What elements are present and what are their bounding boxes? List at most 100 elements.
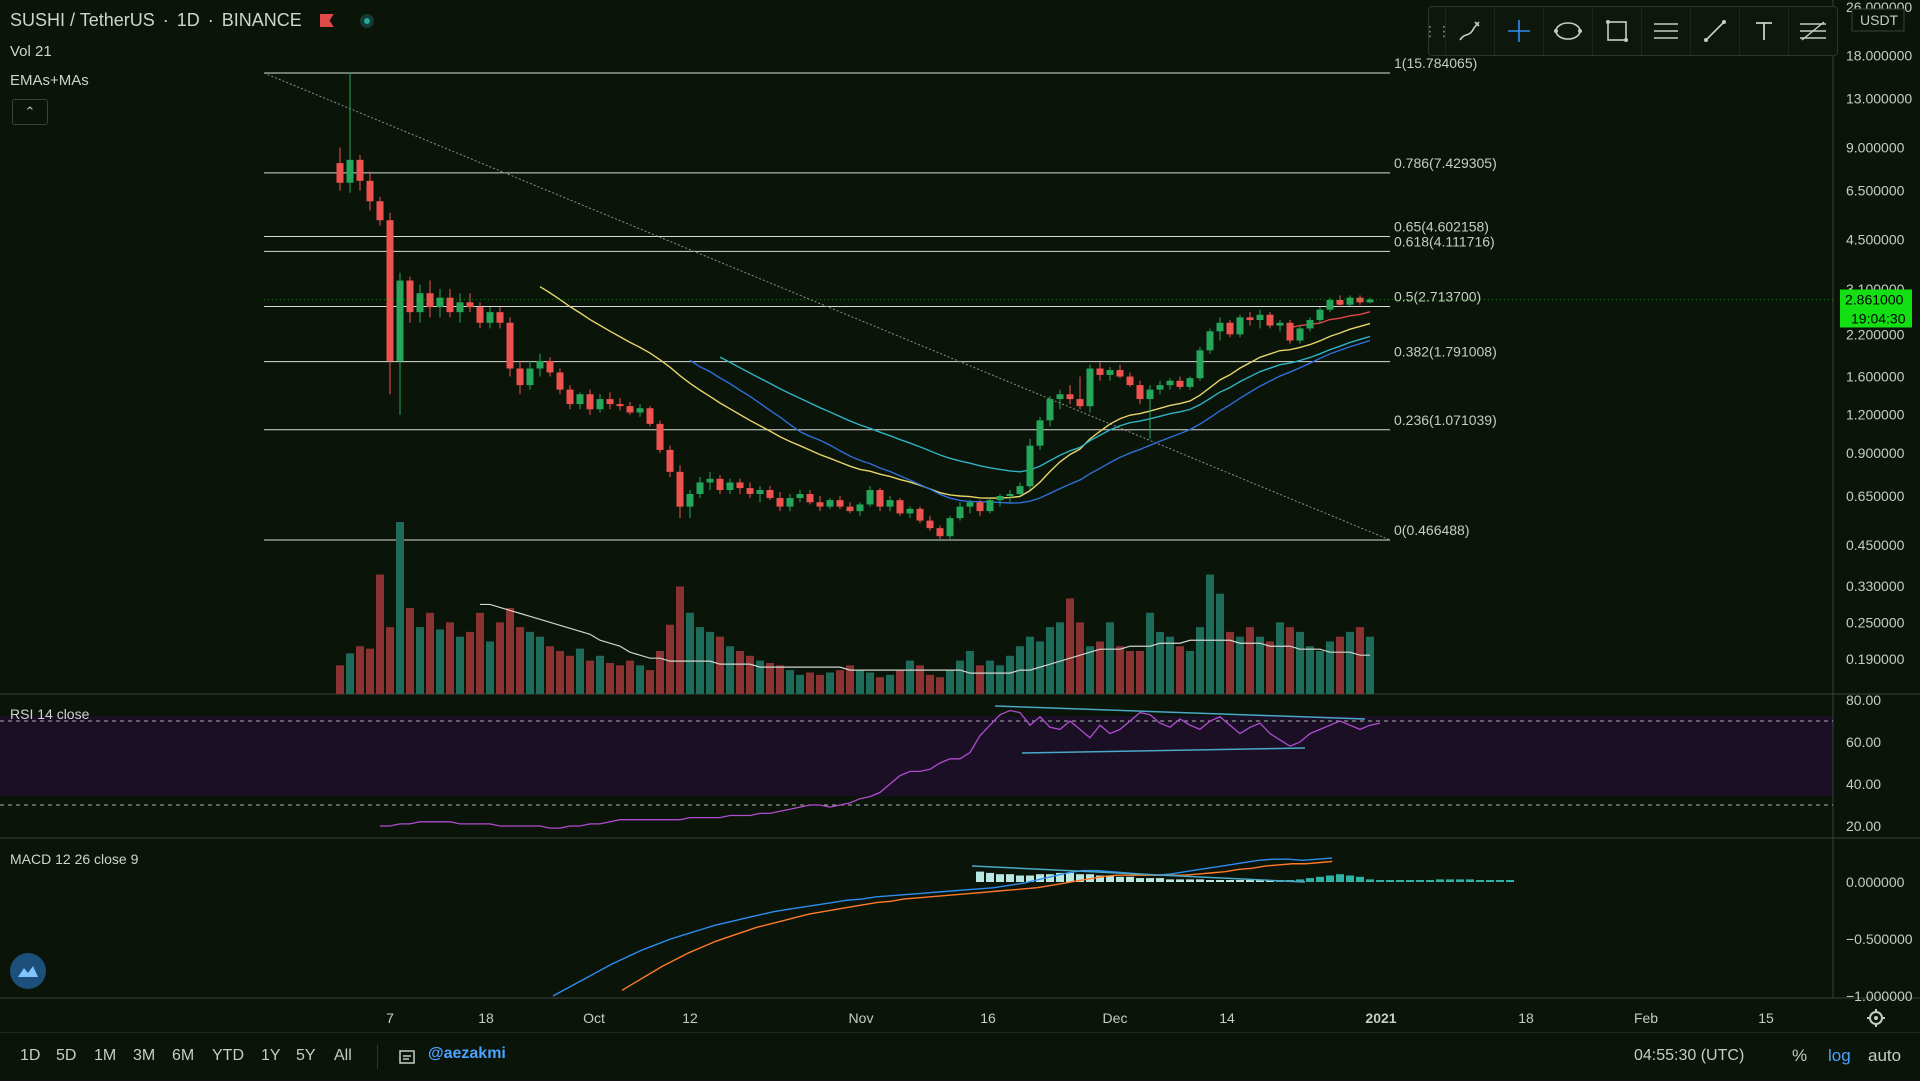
candle-body xyxy=(936,528,944,537)
candle-body xyxy=(1336,299,1344,305)
volume-bar xyxy=(1326,641,1334,694)
interval-label: 1D xyxy=(176,10,200,30)
volume-bar xyxy=(386,627,394,694)
trend-line-icon[interactable] xyxy=(1690,7,1739,55)
separator: · xyxy=(207,10,214,30)
price-axis[interactable]: 26.00000018.00000013.0000009.0000006.500… xyxy=(264,0,1912,667)
candle-body xyxy=(1356,297,1364,303)
range-button-1d[interactable]: 1D xyxy=(20,1047,41,1064)
indicator-vol-label[interactable]: Vol 21 xyxy=(10,43,52,60)
candle-body xyxy=(826,500,834,507)
fib-level-label: 0.65(4.602158) xyxy=(1394,218,1489,234)
ellipse-icon[interactable] xyxy=(1543,7,1592,55)
macd-histogram-bar xyxy=(1416,880,1424,882)
range-button-5y[interactable]: 5Y xyxy=(296,1047,316,1064)
rsi-label[interactable]: RSI 14 close xyxy=(10,706,90,722)
log-scale-toggle[interactable]: log xyxy=(1828,1046,1851,1065)
fib-retracement[interactable]: 1(15.784065) 0.786(7.429305) 0.65(4.602158… xyxy=(263,55,1497,541)
settings-gear-icon[interactable] xyxy=(1867,1009,1885,1027)
candle-body xyxy=(426,293,434,308)
volume-bar xyxy=(676,586,684,694)
macd-histogram-bar xyxy=(1306,878,1314,882)
range-button-3m[interactable]: 3M xyxy=(133,1047,156,1064)
bottom-toolbar: 1D 5D 1M 3M 6M YTD 1Y 5Y All @aezakmi 04:55:30 (… xyxy=(0,1032,1920,1081)
volume-bar xyxy=(656,651,664,694)
volume-bar xyxy=(476,612,484,694)
volume-bar xyxy=(1186,651,1194,694)
moving-averages xyxy=(539,286,1371,504)
time-axis[interactable]: 7 18 Oct 12 Nov 16 Dec 14 2021 18 Feb 15 xyxy=(386,1010,1774,1026)
volume-bar xyxy=(736,651,744,694)
candle-body xyxy=(406,280,414,313)
volume-bar xyxy=(546,646,554,694)
rsi-tick: 60.00 xyxy=(1846,734,1881,750)
candle-body xyxy=(806,493,814,503)
rsi-pane: 80.00 60.00 40.00 20.00 xyxy=(0,692,1881,834)
text-icon[interactable] xyxy=(1739,7,1788,55)
indicator-ma-label[interactable]: EMAs+MAs xyxy=(10,72,89,89)
candle-body xyxy=(786,498,794,507)
price-tick: 1.600000 xyxy=(1846,369,1905,385)
brush-icon[interactable] xyxy=(1445,7,1494,55)
fib-level-label: 0.5(2.713700) xyxy=(1394,288,1481,304)
macd-label[interactable]: MACD 12 26 close 9 xyxy=(10,851,139,867)
candle-body xyxy=(1086,368,1094,407)
tradingview-logo-icon[interactable] xyxy=(10,953,46,989)
price-tick: 6.500000 xyxy=(1846,183,1905,199)
candle-body xyxy=(956,506,964,519)
price-chart[interactable]: 1(15.784065) 0.786(7.429305) 0.65(4.602158… xyxy=(0,0,1920,1032)
utc-clock[interactable]: 04:55:30 (UTC) xyxy=(1634,1047,1745,1064)
candle-body xyxy=(656,423,664,450)
candle-body xyxy=(1196,350,1204,379)
volume-bar xyxy=(1056,622,1064,694)
crosshair-icon[interactable] xyxy=(1494,7,1543,55)
symbol-title[interactable]: SUSHI / TetherUS · 1D · BINANCE xyxy=(10,10,374,31)
flag-icon[interactable] xyxy=(319,14,334,27)
candle-body xyxy=(796,493,804,499)
price-tick: 4.500000 xyxy=(1846,231,1905,247)
candle-body xyxy=(386,220,394,361)
macd-histogram-bar xyxy=(1366,879,1374,882)
macd-histogram-bar xyxy=(1156,878,1164,882)
macd-histogram-bar xyxy=(1206,880,1214,882)
range-button-ytd[interactable]: YTD xyxy=(212,1047,244,1064)
volume-bar xyxy=(1096,641,1104,694)
volume-bar xyxy=(1146,612,1154,694)
candle-body xyxy=(1246,317,1254,321)
range-button-1y[interactable]: 1Y xyxy=(261,1047,281,1064)
range-button-6m[interactable]: 6M xyxy=(172,1047,195,1064)
volume-bar xyxy=(876,677,884,694)
volume-bar xyxy=(1176,646,1184,694)
divider xyxy=(377,1045,378,1069)
volume-bar xyxy=(746,655,754,694)
price-tick: 0.190000 xyxy=(1846,651,1905,667)
macd-histogram-bar xyxy=(1146,878,1154,882)
parallel-lines-icon[interactable] xyxy=(1641,7,1690,55)
countdown-text: 19:04:30 xyxy=(1851,310,1906,326)
candle-body xyxy=(866,490,874,505)
volume-bar xyxy=(1076,622,1084,694)
macd-histogram-bar xyxy=(1076,874,1084,882)
range-button-all[interactable]: All xyxy=(334,1047,352,1064)
volume-bar xyxy=(1166,636,1174,694)
sma-red-line xyxy=(1289,311,1371,329)
fib-icon[interactable] xyxy=(1788,7,1837,55)
volume-bar xyxy=(526,631,534,694)
volume-bar xyxy=(606,662,614,694)
candle-body xyxy=(1136,385,1144,400)
macd-histogram-bar xyxy=(1196,879,1204,882)
auto-scale-toggle[interactable]: auto xyxy=(1868,1046,1902,1065)
author-link[interactable]: @aezakmi xyxy=(428,1045,506,1062)
collapse-legend-button[interactable]: ⌃ xyxy=(12,99,48,125)
rectangle-icon[interactable] xyxy=(1592,7,1641,55)
macd-histogram-bar xyxy=(1006,874,1014,882)
percent-scale-toggle[interactable]: % xyxy=(1792,1046,1808,1065)
volume-bar xyxy=(486,641,494,694)
diagonal-trendline xyxy=(263,72,1391,541)
drag-handle-icon[interactable]: ⋮⋮ xyxy=(1423,22,1451,39)
range-button-5d[interactable]: 5D xyxy=(56,1047,77,1064)
range-button-1m[interactable]: 1M xyxy=(94,1047,117,1064)
macd-histogram-bar xyxy=(1486,880,1494,882)
compare-icon[interactable] xyxy=(398,1047,420,1072)
candle-body xyxy=(1106,370,1114,375)
